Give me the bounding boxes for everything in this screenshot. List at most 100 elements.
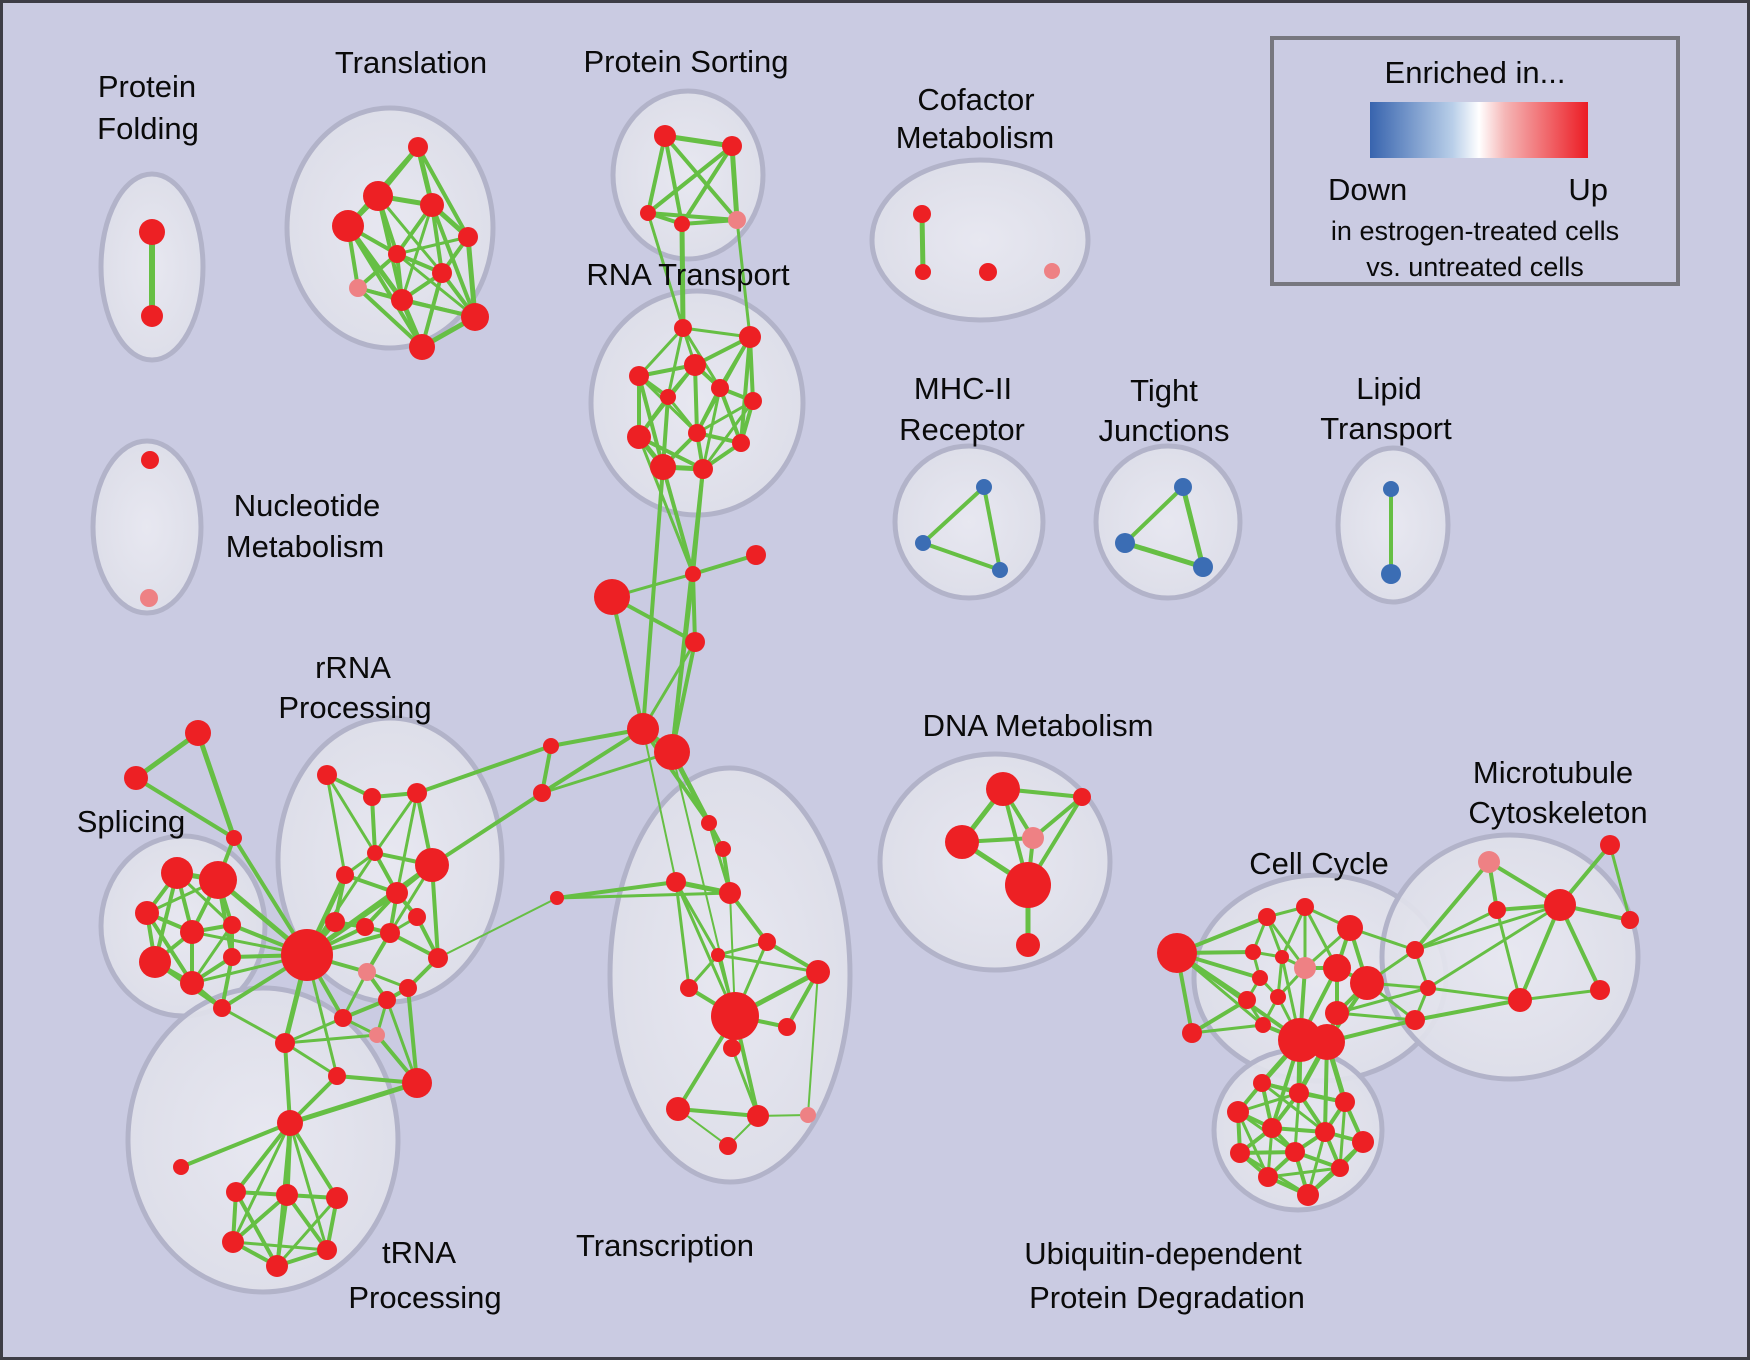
network-edge <box>807 971 819 1116</box>
network-node-cc1 <box>1258 908 1276 926</box>
network-node-rr2 <box>407 783 427 803</box>
network-node-tl9 <box>461 303 489 331</box>
network-node-rr8 <box>325 912 345 932</box>
network-edge <box>1122 540 1206 570</box>
network-node-cf3 <box>1044 263 1060 279</box>
network-edge <box>283 1016 345 1045</box>
network-node-cc0 <box>1182 1023 1202 1043</box>
cluster-ellipse-transcription <box>607 765 853 1185</box>
network-node-dm4 <box>1005 862 1051 908</box>
network-edge <box>283 1033 379 1045</box>
cluster-label-lipid-transport-line1: Lipid <box>1356 371 1422 406</box>
network-node-ub0 <box>1253 1074 1271 1092</box>
network-node-ub8 <box>1285 1142 1305 1162</box>
network-node-rt10 <box>650 454 676 480</box>
network-node-spC <box>226 830 242 846</box>
network-edge <box>691 553 758 576</box>
network-edge <box>220 1006 287 1045</box>
network-edge <box>1413 998 1522 1022</box>
network-node-rr3 <box>367 845 383 861</box>
network-node-rt7 <box>688 424 706 442</box>
network-edge <box>1335 1011 1417 1022</box>
cluster-label-trna-processing-line2: Processing <box>348 1280 501 1315</box>
legend-box <box>1270 36 1680 286</box>
network-edge <box>680 144 734 226</box>
network-node-tl6 <box>432 263 452 283</box>
network-node-j4 <box>543 738 559 754</box>
network-node-sp3 <box>180 920 204 944</box>
network-node-ub10 <box>1331 1159 1349 1177</box>
network-node-ccB2 <box>1309 1024 1345 1060</box>
network-node-rr5 <box>336 866 354 884</box>
network-node-dm0 <box>986 772 1020 806</box>
network-edge <box>430 791 544 867</box>
network-node-cc6 <box>1294 957 1316 979</box>
network-edge <box>395 791 419 895</box>
network-node-sp8 <box>213 999 231 1017</box>
cluster-label-cell-cycle-line1: Cell Cycle <box>1249 846 1389 881</box>
network-node-tc6 <box>806 960 830 984</box>
network-node-ps0 <box>654 125 676 147</box>
network-node-cc11 <box>1270 989 1286 1005</box>
network-edge <box>919 211 926 275</box>
network-node-tn5 <box>266 1255 288 1277</box>
network-node-ccL <box>1157 933 1197 973</box>
network-node-tc4 <box>758 933 776 951</box>
network-edge <box>735 218 752 339</box>
network-edge <box>195 730 237 841</box>
network-node-tl0 <box>408 137 428 157</box>
network-node-hub2 <box>654 734 690 770</box>
cluster-label-dna-metabolism-line1: DNA Metabolism <box>923 708 1154 743</box>
network-node-rt3 <box>629 366 649 386</box>
network-edge <box>325 773 377 855</box>
network-node-rt9 <box>732 434 750 452</box>
network-edge <box>275 1193 289 1268</box>
network-edge <box>415 744 553 795</box>
network-edge <box>681 326 752 339</box>
cluster-label-tight-junctions-line1: Tight <box>1130 373 1198 408</box>
network-node-rr6 <box>386 882 408 904</box>
network-edge <box>701 399 755 471</box>
cluster-label-microtubule-cytoskeleton-line1: Microtubule <box>1473 755 1633 790</box>
network-node-tc13 <box>800 1107 816 1123</box>
network-node-ub5 <box>1315 1122 1335 1142</box>
network-node-tc2 <box>666 872 686 892</box>
network-node-spA <box>185 720 211 746</box>
network-node-j3 <box>685 632 705 652</box>
network-node-sp1 <box>199 861 237 899</box>
network-edge <box>1518 988 1602 1002</box>
network-node-mh2 <box>992 562 1008 578</box>
network-node-rr4 <box>415 848 449 882</box>
network-node-rr14 <box>428 948 448 968</box>
cluster-label-tight-junctions-line2: Junctions <box>1099 413 1230 448</box>
network-node-tc14 <box>719 1137 737 1155</box>
network-edge <box>1260 1081 1327 1134</box>
network-edge <box>716 953 820 974</box>
network-node-rt5 <box>660 389 676 405</box>
network-edge <box>646 211 685 330</box>
network-edge <box>1608 843 1632 922</box>
cluster-label-protein-sorting-line1: Protein Sorting <box>583 44 788 79</box>
network-edge <box>1190 1023 1265 1035</box>
network-node-rrbig <box>281 929 333 981</box>
network-edge <box>641 727 711 825</box>
network-edge <box>1426 903 1562 990</box>
network-node-tl8 <box>391 289 413 311</box>
network-node-ccB1 <box>1278 1018 1322 1062</box>
network-node-mt4 <box>1508 988 1532 1012</box>
network-edge <box>661 465 695 576</box>
network-node-ub9 <box>1258 1167 1278 1187</box>
network-edge <box>1280 905 1307 959</box>
network-edge <box>663 134 684 226</box>
network-node-dm1 <box>1073 788 1091 806</box>
network-node-sp7 <box>223 948 241 966</box>
network-edge <box>346 224 424 349</box>
network-node-tc1 <box>715 841 731 857</box>
network-edge <box>671 751 736 1017</box>
network-node-ub1 <box>1289 1083 1309 1103</box>
network-edge <box>356 286 477 319</box>
network-edge <box>646 211 739 222</box>
network-edge <box>679 221 686 331</box>
cluster-label-rna-transport-line1: RNA Transport <box>586 257 790 292</box>
